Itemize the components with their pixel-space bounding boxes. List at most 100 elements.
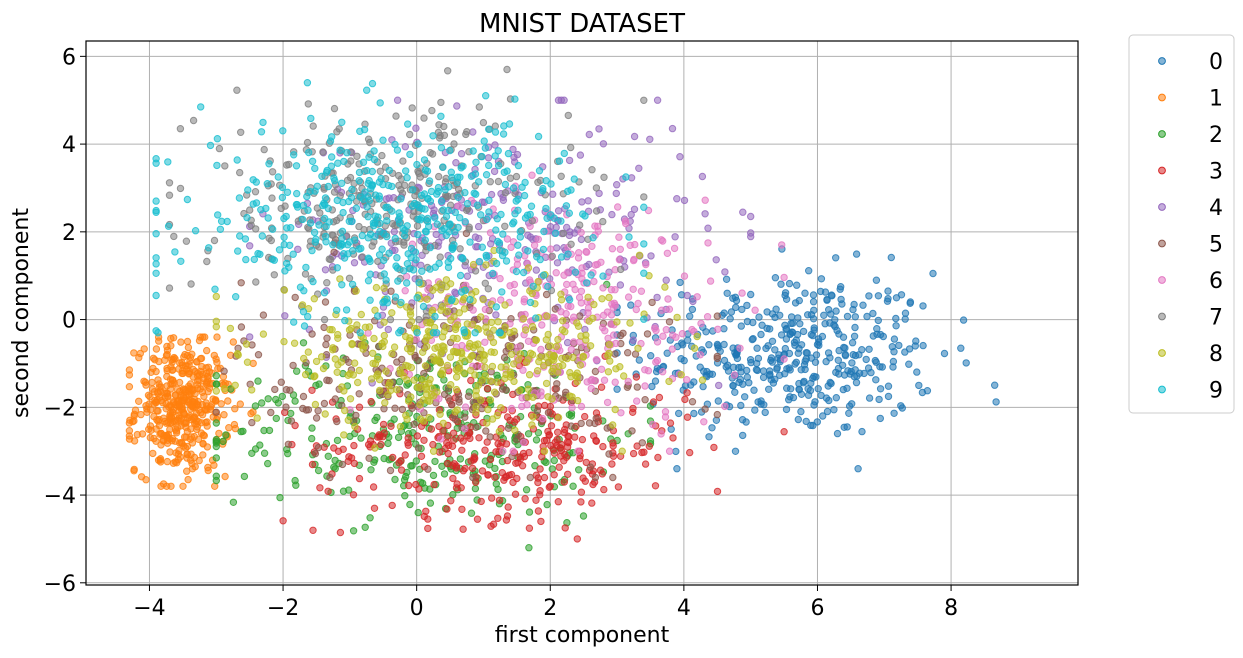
data-point — [793, 281, 801, 289]
data-point — [766, 370, 774, 379]
data-point — [781, 344, 789, 353]
data-point — [367, 397, 375, 406]
data-point — [552, 229, 560, 238]
data-point — [413, 160, 421, 169]
data-point — [827, 379, 835, 388]
data-point — [481, 372, 489, 380]
data-point — [446, 146, 454, 155]
data-point — [333, 417, 341, 426]
data-point — [605, 341, 614, 349]
data-point — [212, 372, 221, 380]
data-point — [759, 373, 768, 382]
data-point — [478, 467, 487, 475]
data-point — [503, 512, 512, 520]
data-point — [173, 385, 182, 393]
data-point — [351, 236, 359, 244]
data-point — [532, 336, 540, 344]
data-point — [257, 206, 265, 214]
data-point — [267, 408, 275, 417]
data-point — [609, 442, 617, 450]
data-point — [529, 413, 537, 421]
data-point — [231, 381, 239, 389]
data-point — [884, 392, 893, 401]
data-point — [688, 305, 697, 314]
data-point — [577, 419, 585, 428]
data-point — [787, 319, 795, 328]
data-point — [549, 352, 558, 360]
data-point — [371, 416, 379, 425]
data-point — [535, 357, 543, 366]
data-point — [403, 279, 411, 287]
data-point — [468, 320, 477, 328]
data-point — [538, 321, 546, 329]
y-tick-label: 6 — [62, 45, 76, 70]
data-point — [516, 227, 524, 236]
data-point — [351, 422, 359, 431]
data-point — [365, 323, 374, 331]
data-point — [765, 385, 773, 393]
data-point — [554, 207, 563, 215]
data-point — [281, 202, 289, 210]
data-point — [424, 524, 432, 533]
data-point — [731, 349, 739, 357]
data-point — [542, 204, 550, 213]
data-point — [611, 405, 619, 414]
data-point — [293, 189, 301, 198]
data-point — [203, 406, 211, 414]
data-point — [359, 158, 368, 167]
data-point — [713, 340, 722, 349]
data-point — [548, 252, 556, 260]
data-point — [293, 367, 301, 375]
data-point — [414, 444, 423, 452]
data-point — [242, 255, 250, 264]
data-point — [663, 249, 672, 258]
data-point — [437, 98, 445, 107]
data-point — [724, 367, 733, 375]
data-point — [213, 161, 221, 170]
data-point — [450, 128, 459, 136]
data-point — [319, 148, 327, 156]
data-point — [570, 175, 578, 183]
data-point — [406, 500, 414, 509]
data-point — [492, 259, 501, 268]
data-point — [357, 434, 365, 442]
data-point — [413, 432, 422, 440]
data-point — [535, 167, 544, 175]
data-point — [626, 241, 634, 250]
data-point — [873, 325, 881, 333]
data-point — [537, 517, 545, 526]
data-point — [447, 316, 455, 324]
data-point — [513, 474, 521, 483]
data-point — [632, 305, 640, 314]
data-point — [534, 474, 542, 482]
data-point — [840, 343, 848, 352]
data-point — [475, 103, 483, 111]
data-point — [849, 351, 857, 359]
data-point — [491, 141, 499, 149]
data-point — [420, 190, 429, 198]
data-point — [303, 79, 312, 87]
data-point — [429, 392, 438, 400]
data-point — [495, 239, 504, 247]
x-tick-label: 8 — [944, 596, 958, 621]
data-point — [413, 222, 422, 230]
data-point — [901, 348, 909, 356]
data-point — [391, 246, 399, 255]
data-point — [377, 440, 385, 449]
data-point — [608, 245, 617, 253]
data-point — [289, 361, 297, 370]
data-point — [359, 334, 367, 342]
data-point — [201, 333, 209, 341]
data-point — [219, 437, 227, 446]
series-0-points — [613, 245, 1000, 473]
data-point — [186, 401, 194, 409]
data-point — [818, 332, 827, 341]
data-point — [780, 355, 788, 363]
data-point — [584, 197, 592, 205]
data-point — [403, 303, 411, 311]
data-point — [451, 325, 460, 334]
data-point — [668, 124, 677, 133]
data-point — [542, 379, 551, 388]
data-point — [246, 206, 254, 214]
data-point — [325, 255, 333, 263]
